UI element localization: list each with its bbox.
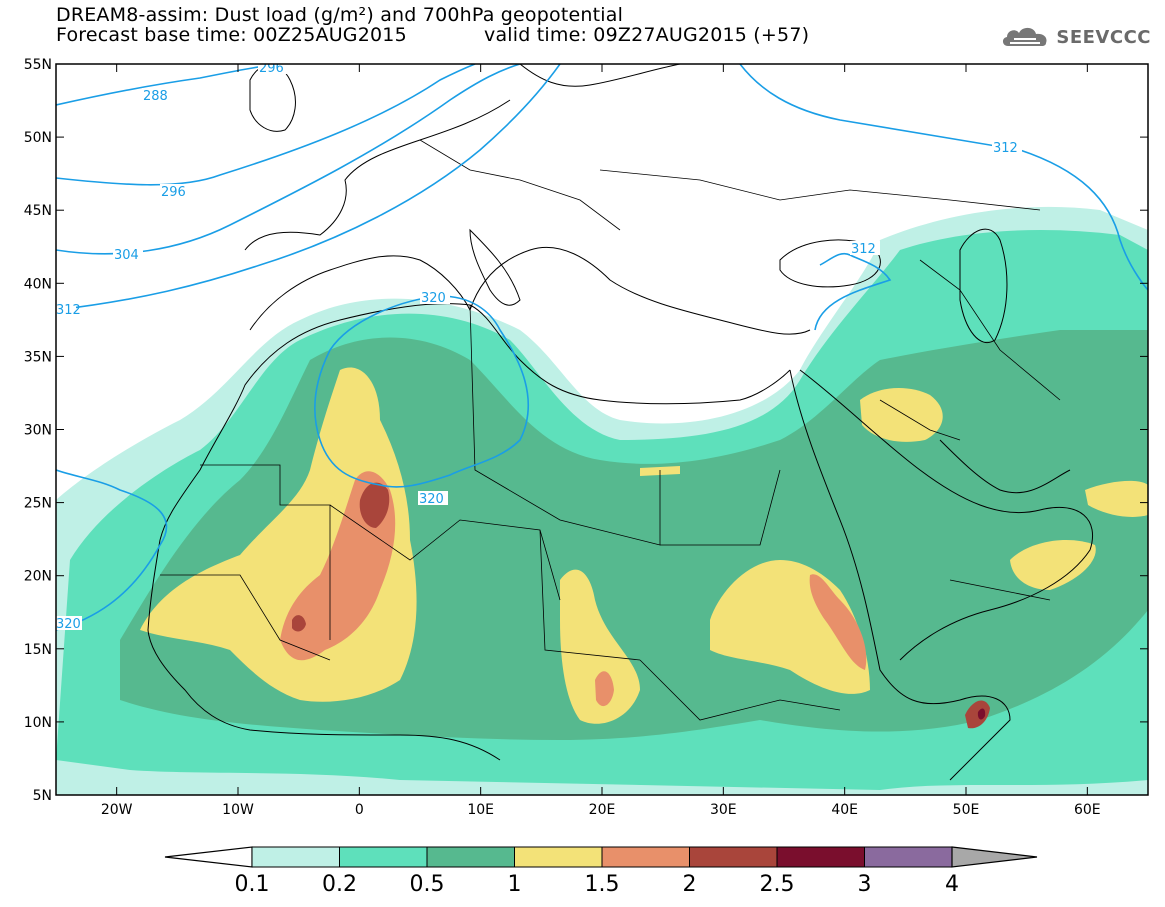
lat-label: 30N <box>24 423 52 439</box>
lon-label: 20E <box>589 802 616 818</box>
axes: 55N 50N 45N 40N 35N 30N 25N 20N 15N 10N 5N 20W 10W 0 1… <box>24 57 1148 818</box>
valid-time-text: valid time: 09Z27AUG2015 (+57) <box>484 24 810 46</box>
colorbar-cell <box>601 846 690 868</box>
colorbar-label: 0.1 <box>235 872 270 897</box>
lon-label: 50E <box>953 802 980 818</box>
colorbar-label: 0.5 <box>410 872 445 897</box>
colorbar-cell <box>689 846 778 868</box>
dust-level-2-somalia <box>965 700 990 729</box>
coastlines <box>147 64 1094 781</box>
contour-label: 312 <box>993 141 1018 156</box>
contour-label: 320 <box>419 492 444 507</box>
lat-label: 15N <box>24 642 52 658</box>
colorbar-cell <box>864 846 953 868</box>
seevccc-logo: SEEVCCC <box>1000 24 1151 50</box>
map-plot-area: 288 296 304 312 320 320 320 312 312 296 <box>56 61 1148 795</box>
colorbar-low-arrow <box>164 846 253 868</box>
contour-296 <box>56 64 476 186</box>
lat-label: 35N <box>24 349 52 365</box>
colorbar-label: 3 <box>858 872 872 897</box>
colorbar: 0.1 0.2 0.5 1 1.5 2 2.5 3 4 <box>164 846 1038 897</box>
lat-label: 40N <box>24 276 52 292</box>
lat-label: 10N <box>24 715 52 731</box>
contour-312-caucasus <box>814 252 892 331</box>
dust-level-1-east <box>1085 480 1148 517</box>
dust-level-2-sahara <box>359 482 390 528</box>
contour-label: 312 <box>56 303 81 318</box>
colorbar-cell <box>426 846 515 868</box>
lon-label: 40E <box>831 802 858 818</box>
borders <box>160 139 1061 721</box>
colorbar-label: 4 <box>945 872 959 897</box>
contour-312-west <box>56 64 561 311</box>
colorbar-label: 1 <box>508 872 522 897</box>
lon-label: 10W <box>222 802 254 818</box>
contour-label: 296 <box>259 61 284 76</box>
colorbar-cell <box>339 846 428 868</box>
lat-label: 45N <box>24 203 52 219</box>
contour-label: 320 <box>421 291 446 306</box>
contour-label: 320 <box>56 617 81 632</box>
dust-level-2-5-somalia <box>977 708 986 720</box>
contour-label: 312 <box>851 242 876 257</box>
lat-label: 5N <box>33 788 52 804</box>
colorbar-label: 2 <box>683 872 697 897</box>
base-time-text: Forecast base time: 00Z25AUG2015 <box>56 24 407 46</box>
colorbar-label: 0.2 <box>322 872 357 897</box>
forecast-base-time: Forecast base time: 00Z25AUG2015 valid ti… <box>56 24 809 46</box>
lat-label: 20N <box>24 569 52 585</box>
map-title: DREAM8-assim: Dust load (g/m²) and 700hP… <box>56 4 624 26</box>
lat-label: 55N <box>24 57 52 73</box>
colorbar-high-arrow <box>951 846 1038 868</box>
dust-level-1-arabia <box>1010 540 1096 590</box>
cloud-icon <box>1003 27 1047 46</box>
dust-level-1-5-chad <box>595 671 614 707</box>
contour-320-west <box>56 469 168 631</box>
contour-label: 296 <box>161 185 186 200</box>
colorbar-cell <box>514 846 603 868</box>
contour-288 <box>56 64 281 106</box>
contour-label: 304 <box>114 248 139 263</box>
colorbar-cell <box>251 846 340 868</box>
colorbar-cell <box>776 846 865 868</box>
colorbar-label: 2.5 <box>760 872 795 897</box>
lon-label: 60E <box>1074 802 1101 818</box>
dust-shading <box>56 206 1148 795</box>
lat-label: 50N <box>24 130 52 146</box>
contour-label: 288 <box>143 89 168 104</box>
dust-level-1-iraq <box>860 388 943 442</box>
lon-label: 30E <box>710 802 737 818</box>
lon-label: 20W <box>101 802 133 818</box>
contour-label-group: 288 296 304 312 320 320 320 312 312 296 <box>56 61 1022 632</box>
colorbar-label: 1.5 <box>585 872 620 897</box>
logo-text: SEEVCCC <box>1056 26 1151 48</box>
dust-level-1-5-red-sea <box>809 574 867 670</box>
lat-label: 25N <box>24 496 52 512</box>
dust-level-1-chad <box>560 569 640 724</box>
lon-label: 10E <box>467 802 494 818</box>
lon-label: 0 <box>355 802 364 818</box>
dust-level-2-mali <box>292 615 306 632</box>
